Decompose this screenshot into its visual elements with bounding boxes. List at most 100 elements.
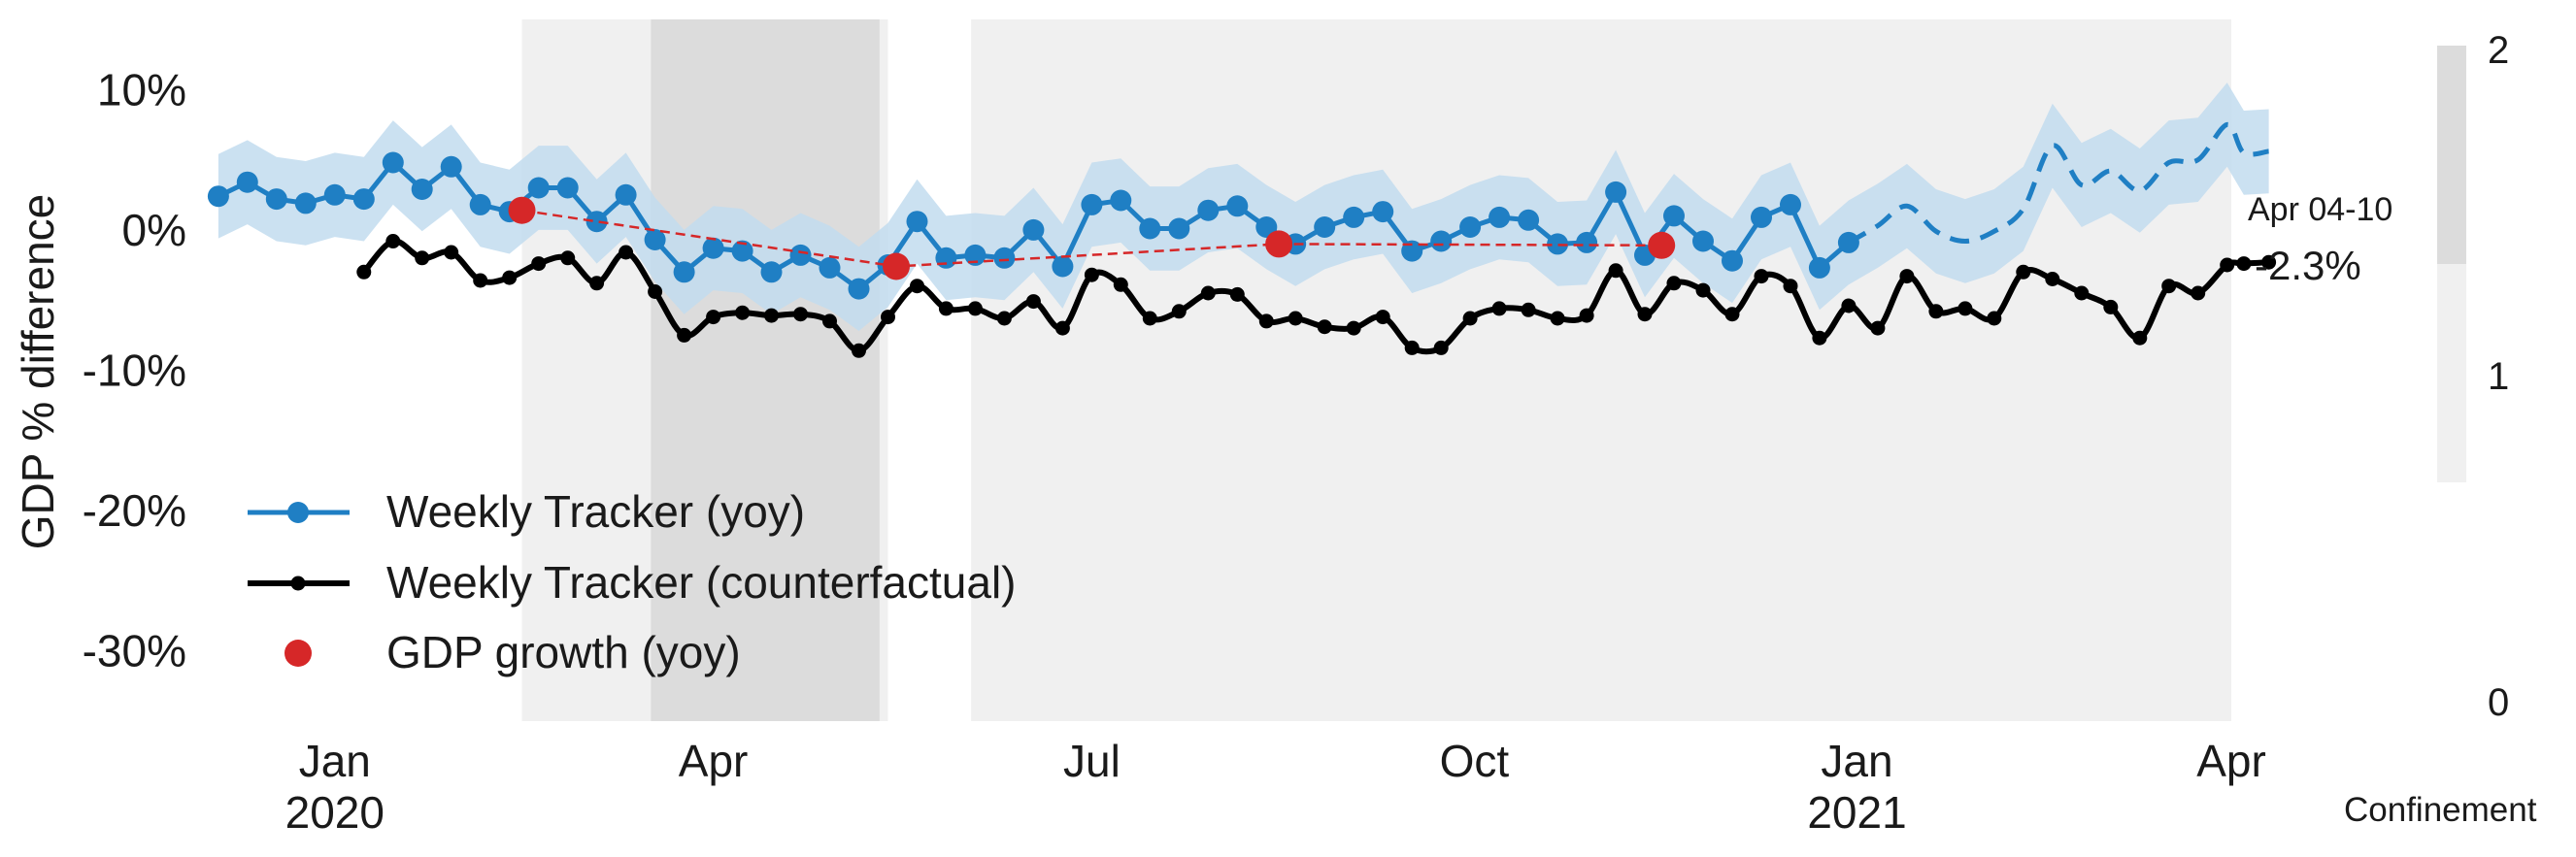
weekly-tracker-point: [1518, 209, 1540, 231]
colorbar-segment-level-1: [2437, 264, 2466, 482]
weekly-tracker-point: [1430, 230, 1453, 252]
counterfactual-point: [1113, 277, 1128, 292]
weekly-tracker-point: [294, 192, 317, 214]
counterfactual-point: [1987, 311, 2002, 326]
counterfactual-point: [1462, 311, 1478, 326]
counterfactual-point: [1637, 307, 1653, 322]
weekly-tracker-point: [964, 244, 987, 266]
counterfactual-point: [415, 250, 430, 266]
counterfactual-point: [1491, 301, 1507, 316]
counterfactual-point: [1754, 269, 1769, 284]
weekly-tracker-point: [1197, 199, 1220, 221]
counterfactual-point: [1812, 330, 1827, 346]
confinement-level-1-region: [879, 19, 888, 721]
weekly-tracker-point: [702, 237, 724, 259]
last-value-period: Apr 04-10: [2248, 191, 2392, 228]
weekly-tracker-point: [615, 183, 637, 206]
weekly-tracker-point: [848, 278, 870, 300]
counterfactual-point: [1695, 282, 1711, 298]
counterfactual-point: [2220, 257, 2235, 273]
x-tick-label-jan-0: Jan: [299, 736, 371, 786]
x-tick-label-jul-2: Jul: [1063, 736, 1121, 786]
weekly-tracker-point: [1459, 216, 1482, 238]
counterfactual-point: [1433, 340, 1449, 355]
weekly-tracker-point: [935, 247, 957, 269]
y-tick-label-10: -10%: [83, 346, 186, 396]
weekly-tracker-point: [789, 244, 812, 266]
legend-marker-weekly-tracker: [287, 502, 309, 523]
counterfactual-point: [1521, 302, 1536, 317]
weekly-tracker-point: [644, 229, 666, 250]
colorbar-title: Confinement: [2344, 791, 2537, 829]
counterfactual-point: [1200, 285, 1216, 301]
legend-label-weekly-tracker: Weekly Tracker (yoy): [386, 486, 805, 537]
x-tick-label-apr-5: Apr: [2196, 736, 2266, 786]
weekly-tracker-point: [673, 261, 695, 283]
confinement-level-1-region: [971, 19, 2231, 721]
counterfactual-point: [1957, 301, 1973, 316]
counterfactual-point: [1899, 269, 1915, 284]
colorbar-segment-level-2: [2437, 46, 2466, 264]
series-points: [207, 151, 2277, 358]
counterfactual-point: [881, 310, 895, 325]
y-axis-label: GDP % difference: [13, 194, 63, 550]
gdp-growth-point: [883, 252, 910, 280]
x-tick-label-oct-3: Oct: [1440, 736, 1510, 786]
counterfactual-point: [2045, 272, 2060, 286]
counterfactual-point: [2016, 264, 2031, 280]
weekly-tracker-point: [236, 171, 258, 193]
counterfactual-point: [2161, 279, 2177, 294]
confinement-level-2-region: [651, 19, 880, 721]
counterfactual-point: [2074, 285, 2090, 301]
counterfactual-point: [2132, 330, 2148, 346]
colorbar-tick-1: 1: [2488, 355, 2509, 398]
weekly-tracker-point: [323, 183, 346, 206]
counterfactual-point: [1550, 311, 1565, 326]
legend-marker-counterfactual: [290, 576, 306, 591]
weekly-tracker-point: [1605, 181, 1627, 203]
confinement-colorbar: 2 1 0 Confinement: [2344, 29, 2537, 829]
weekly-tracker-point: [1081, 193, 1103, 215]
x-tick-label-jan-4: Jan: [1821, 736, 1892, 786]
weekly-tracker-point: [1110, 189, 1132, 212]
weekly-tracker-point: [1751, 206, 1772, 228]
last-value-label: -2.3%: [2255, 243, 2361, 288]
counterfactual-point: [1025, 294, 1041, 310]
counterfactual-point: [1724, 307, 1740, 322]
weekly-tracker-point: [352, 188, 375, 211]
legend-marker-gdp-growth: [284, 640, 312, 667]
counterfactual-point: [1054, 320, 1070, 336]
counterfactual-point: [589, 276, 605, 291]
counterfactual-point: [706, 310, 721, 325]
counterfactual-point: [2103, 299, 2119, 314]
y-tick-label-10: 10%: [97, 64, 186, 115]
counterfactual-point: [1346, 320, 1361, 336]
counterfactual-point: [735, 305, 751, 320]
counterfactual-point: [1258, 313, 1274, 329]
legend-item-weekly-tracker: Weekly Tracker (yoy): [248, 486, 805, 537]
counterfactual-point: [2236, 256, 2252, 272]
counterfactual-point: [560, 250, 576, 266]
counterfactual-point: [1666, 276, 1682, 291]
weekly-tracker-point: [1052, 255, 1074, 278]
weekly-tracker-point: [207, 185, 229, 208]
counterfactual-point: [502, 270, 518, 285]
weekly-tracker-point: [1489, 206, 1511, 228]
counterfactual-point: [619, 245, 634, 260]
x-tick-year-2021: 2021: [1807, 787, 1906, 838]
counterfactual-point: [1608, 263, 1623, 279]
counterfactual-point: [793, 307, 808, 322]
gdp-growth-point: [1265, 230, 1293, 258]
weekly-tracker-point: [411, 179, 433, 200]
weekly-tracker-point: [1837, 231, 1859, 253]
weekly-tracker-point: [1168, 217, 1190, 240]
y-tick-label-20: -20%: [83, 485, 186, 536]
x-tick-label-apr-1: Apr: [679, 736, 749, 786]
weekly-tracker-point: [1663, 205, 1685, 227]
weekly-tracker-point: [760, 261, 783, 283]
weekly-tracker-point: [1692, 230, 1714, 252]
weekly-tracker-point: [1343, 206, 1365, 228]
weekly-tracker-point: [1022, 218, 1045, 241]
counterfactual-point: [1579, 308, 1594, 323]
gdp-growth-point: [1648, 231, 1676, 259]
